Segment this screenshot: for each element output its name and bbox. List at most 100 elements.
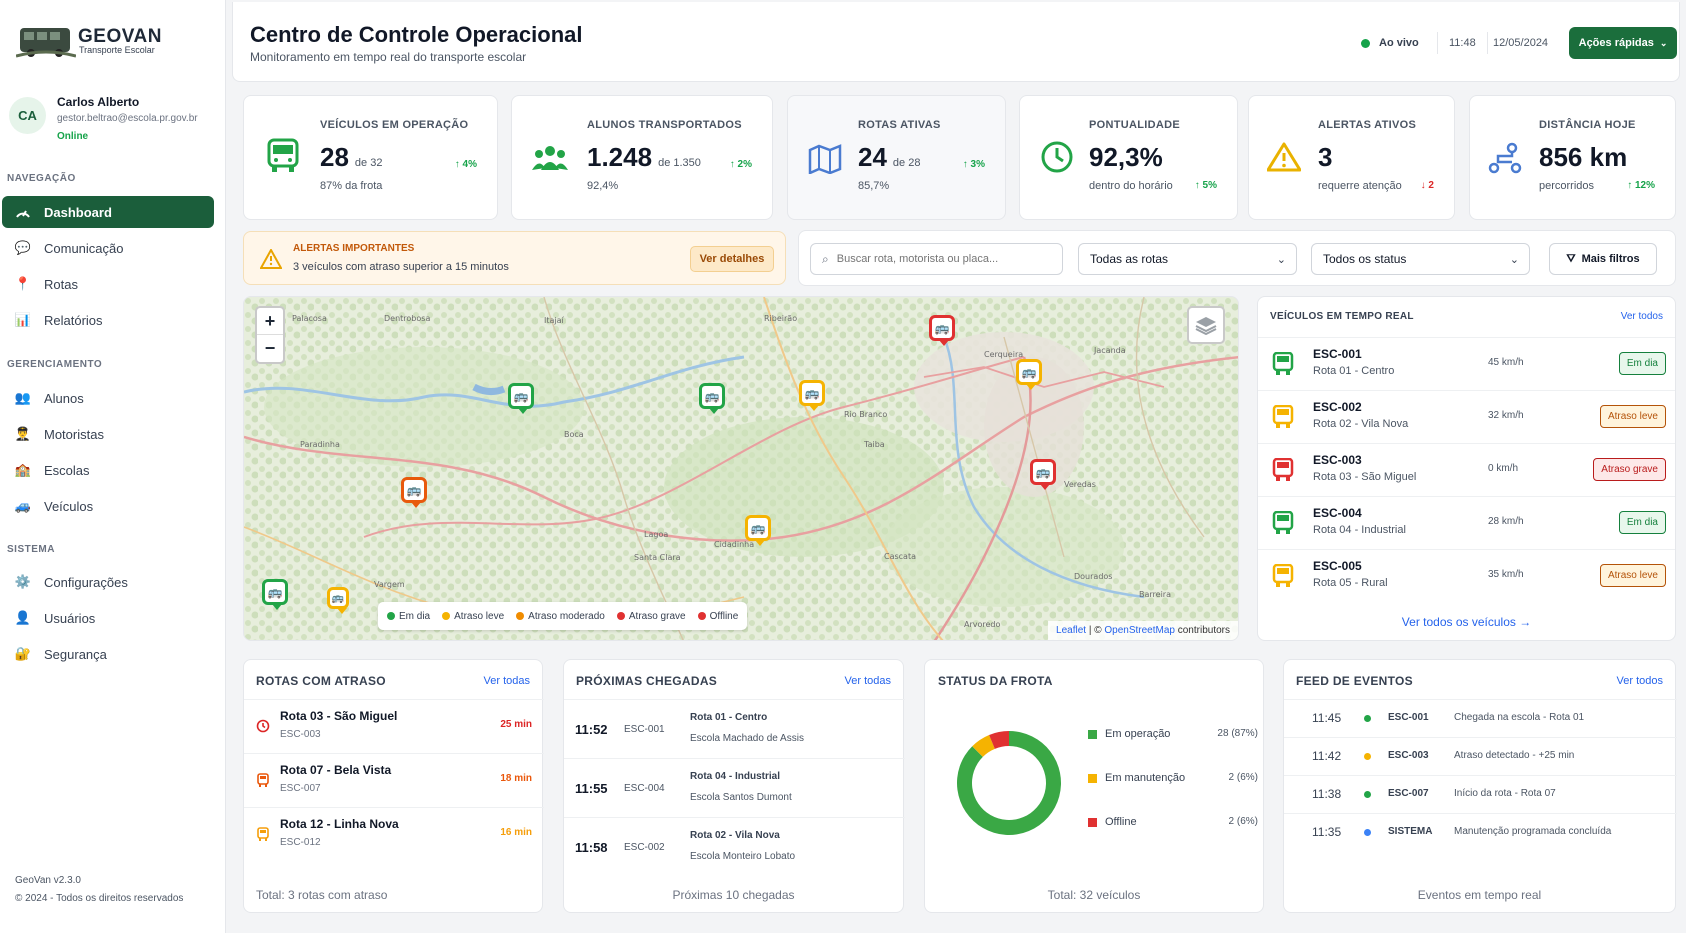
map-label: Ribeirão: [764, 314, 797, 323]
quick-actions-button[interactable]: Ações rápidas ⌄: [1569, 27, 1677, 59]
vehicle-row[interactable]: ESC-001 Rota 01 - Centro 45 km/h Em dia: [1258, 337, 1675, 390]
sidebar-item-label: Configurações: [44, 574, 128, 590]
sidebar-item-usuarios[interactable]: 👤 Usuários: [2, 602, 214, 634]
stat-value: 856 km: [1539, 142, 1628, 172]
zoom-out-button[interactable]: −: [264, 338, 276, 358]
vehicle-marker-atraso-moderado[interactable]: 🚌: [401, 477, 427, 508]
vehicle-marker-atraso-leve[interactable]: 🚌: [799, 380, 825, 411]
sidebar: GEOVAN Transporte Escolar CA Carlos Albe…: [0, 0, 226, 933]
routes-select[interactable]: Todas as rotas ⌄: [1078, 243, 1297, 275]
alert-details-button[interactable]: Ver detalhes: [690, 246, 774, 272]
driver-icon: 👨‍✈️: [14, 426, 32, 441]
divider: [1437, 32, 1438, 54]
search-input[interactable]: [836, 253, 1037, 265]
arrival-row[interactable]: 11:52 ESC-001 Rota 01 - Centro Escola Macha…: [564, 699, 905, 758]
sidebar-item-veiculos[interactable]: 🚙 Veículos: [2, 490, 214, 522]
view-all-link[interactable]: Ver todos: [1620, 311, 1663, 322]
fleet-legend-item: Offline 2 (6%): [1088, 814, 1258, 834]
page-title: Centro de Controle Operacional: [250, 22, 583, 47]
event-dot: [1364, 791, 1371, 798]
vehicle-marker-atraso-grave[interactable]: 🚌: [1030, 459, 1056, 490]
arrival-row[interactable]: 11:55 ESC-004 Rota 04 - Industrial Escola S…: [564, 758, 905, 817]
stat-sub: requerre atenção: [1318, 180, 1402, 192]
vehicle-marker-em-dia[interactable]: 🚌: [262, 579, 288, 610]
sidebar-item-label: Motoristas: [44, 426, 104, 442]
event-row[interactable]: 11:38 ESC-007 Início da rota - Rota 07: [1284, 775, 1677, 813]
vehicle-id: ESC-001: [1313, 347, 1362, 361]
search-input-box[interactable]: ⌕: [810, 243, 1063, 275]
delayed-route-row[interactable]: Rota 03 - São Miguel ESC-003 25 min: [244, 699, 544, 753]
fleet-status-panel: STATUS DA FROTA Em operação 28 (87%) Em ma…: [924, 659, 1264, 913]
stat-card-alerts[interactable]: ALERTAS ATIVOS 3 requerre atenção ↓ 2: [1248, 95, 1455, 220]
status-select[interactable]: Todos os status ⌄: [1311, 243, 1530, 275]
stat-label: ALERTAS ATIVOS: [1318, 119, 1417, 131]
vehicle-marker-atraso-leve[interactable]: 🚌: [745, 515, 771, 546]
event-row[interactable]: 11:45 ESC-001 Chegada na escola - Rota 01: [1284, 699, 1677, 737]
stat-card-routes[interactable]: ROTAS ATIVAS 24 de 28 ↑ 3% 85,7%: [787, 95, 1006, 220]
map-label: Dentrobosa: [384, 314, 430, 323]
sidebar-item-escolas[interactable]: 🏫 Escolas: [2, 454, 214, 486]
layers-button[interactable]: [1187, 306, 1225, 344]
bus-icon: 🚌: [331, 592, 345, 604]
event-row[interactable]: 11:35 SISTEMA Manutenção programada conclu…: [1284, 813, 1677, 851]
map-label: Lagoa: [644, 530, 668, 539]
stat-card-students[interactable]: ALUNOS TRANSPORTADOS 1.248 de 1.350 ↑ 2% …: [511, 95, 773, 220]
sidebar-item-rotas[interactable]: 📍 Rotas: [2, 268, 214, 300]
live-map[interactable]: Palacosa Dentrobosa Itajaí Ribeirão Cerq…: [243, 296, 1239, 641]
sidebar-item-relatorios[interactable]: 📊 Relatórios: [2, 304, 214, 336]
nav-section-title: GERENCIAMENTO: [7, 359, 103, 370]
view-all-link[interactable]: Ver todos: [1616, 675, 1663, 687]
clock-icon: [256, 719, 270, 733]
vehicle-marker-atraso-leve[interactable]: 🚌: [327, 587, 349, 614]
event-time: 11:42: [1312, 749, 1342, 763]
route-icon: [1488, 142, 1522, 174]
vehicle-marker-em-dia[interactable]: 🚌: [699, 383, 725, 414]
vehicle-marker-atraso-leve[interactable]: 🚌: [1016, 359, 1042, 390]
view-all-vehicles-link[interactable]: Ver todos os veículos →: [1401, 615, 1532, 629]
fleet-legend-item: Em manutenção 2 (6%): [1088, 770, 1258, 790]
stat-card-punctuality[interactable]: PONTUALIDADE 92,3% dentro do horário ↑ 5…: [1019, 95, 1238, 220]
sidebar-item-label: Segurança: [44, 646, 107, 662]
vehicle-row[interactable]: ESC-003 Rota 03 - São Miguel 0 km/h Atraso …: [1258, 443, 1675, 496]
sidebar-item-comunicacao[interactable]: 💬 Comunicação: [2, 232, 214, 264]
gear-icon: ⚙️: [14, 574, 32, 589]
view-all-link[interactable]: Ver todas: [844, 675, 891, 687]
delayed-route-row[interactable]: Rota 07 - Bela Vista ESC-007 18 min: [244, 753, 544, 807]
vehicle-row[interactable]: ESC-005 Rota 05 - Rural 35 km/h Atraso leve: [1258, 549, 1675, 602]
stat-card-distance[interactable]: DISTÂNCIA HOJE 856 km percorridos ↑ 12%: [1469, 95, 1676, 220]
sidebar-item-motoristas[interactable]: 👨‍✈️ Motoristas: [2, 418, 214, 450]
brand-logo[interactable]: [15, 22, 77, 60]
sidebar-item-seguranca[interactable]: 🔐 Segurança: [2, 638, 214, 670]
bus-icon: 🚌: [934, 321, 950, 335]
legend-dot: [387, 611, 395, 620]
osm-link[interactable]: OpenStreetMap: [1104, 625, 1175, 636]
map-label: Boca: [564, 430, 584, 439]
stat-label: DISTÂNCIA HOJE: [1539, 119, 1636, 131]
vehicle-marker-atraso-grave[interactable]: 🚌: [929, 315, 955, 346]
vehicle-row[interactable]: ESC-002 Rota 02 - Vila Nova 32 km/h Atraso …: [1258, 390, 1675, 443]
sidebar-item-dashboard[interactable]: Dashboard: [2, 196, 214, 228]
divider: [1487, 32, 1488, 54]
legend-label: Atraso grave: [628, 610, 686, 622]
stat-card-vehicles[interactable]: VEÍCULOS EM OPERAÇÃO 28 de 32 ↑ 4% 87% da…: [243, 95, 498, 220]
sidebar-item-configuracoes[interactable]: ⚙️ Configurações: [2, 566, 214, 598]
sidebar-item-alunos[interactable]: 👥 Alunos: [2, 382, 214, 414]
legend-label: Offline: [1105, 816, 1137, 828]
leaflet-link[interactable]: Leaflet: [1056, 625, 1087, 636]
donut-slice-offline[interactable]: [989, 731, 1009, 749]
event-dot: [1364, 829, 1371, 836]
arrival-vehicle: ESC-001: [624, 724, 665, 735]
donut-slice-em-manutencao[interactable]: [972, 734, 995, 757]
map-legend: Em dia Atraso leve Atraso moderado Atras…: [378, 602, 748, 630]
zoom-in-button[interactable]: +: [257, 308, 283, 335]
map-label: Taiba: [863, 440, 885, 449]
event-row[interactable]: 11:42 ESC-003 Atraso detectado - +25 min: [1284, 737, 1677, 775]
vehicle-row[interactable]: ESC-004 Rota 04 - Industrial 28 km/h Em dia: [1258, 496, 1675, 549]
arrival-row[interactable]: 11:58 ESC-002 Rota 02 - Vila Nova Escola Mo…: [564, 817, 905, 876]
delay-value: 16 min: [500, 827, 532, 838]
more-filters-button[interactable]: ⛛ Mais filtros: [1549, 243, 1657, 275]
delayed-route-row[interactable]: Rota 12 - Linha Nova ESC-012 16 min: [244, 807, 544, 861]
vehicle-marker-em-dia[interactable]: 🚌: [508, 383, 534, 414]
view-all-link[interactable]: Ver todas: [483, 675, 530, 687]
avatar[interactable]: CA: [9, 97, 46, 134]
